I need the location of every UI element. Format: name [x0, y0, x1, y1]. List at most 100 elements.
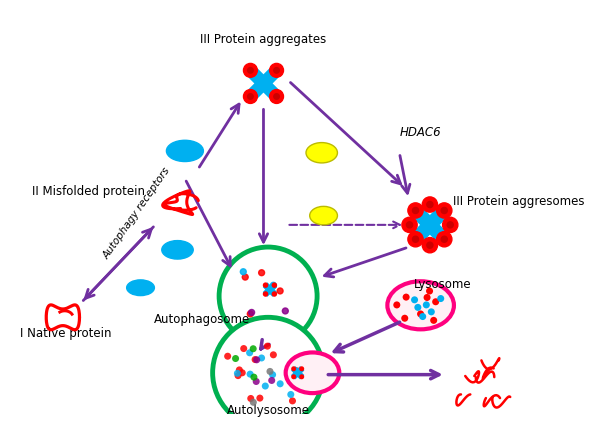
Circle shape	[291, 374, 296, 379]
Circle shape	[259, 270, 265, 276]
Circle shape	[422, 238, 437, 253]
Circle shape	[274, 94, 280, 99]
Circle shape	[427, 242, 433, 248]
Circle shape	[253, 378, 260, 385]
FancyBboxPatch shape	[248, 68, 278, 98]
Ellipse shape	[162, 241, 193, 259]
Circle shape	[412, 236, 419, 242]
Text: Autolysosome: Autolysosome	[227, 404, 310, 417]
Circle shape	[248, 94, 253, 99]
Circle shape	[417, 310, 424, 317]
Circle shape	[247, 395, 254, 402]
FancyBboxPatch shape	[263, 282, 277, 297]
Circle shape	[244, 63, 257, 77]
Circle shape	[277, 288, 283, 294]
Circle shape	[401, 315, 408, 322]
Text: Autophagosome: Autophagosome	[154, 313, 250, 326]
Circle shape	[244, 90, 257, 103]
Ellipse shape	[286, 352, 339, 393]
Circle shape	[447, 222, 453, 228]
Circle shape	[393, 301, 400, 308]
Circle shape	[411, 296, 418, 304]
Circle shape	[274, 68, 280, 73]
Circle shape	[299, 374, 304, 379]
Circle shape	[269, 90, 283, 103]
Ellipse shape	[310, 207, 337, 225]
Circle shape	[262, 382, 269, 390]
Circle shape	[289, 397, 296, 404]
Circle shape	[224, 353, 231, 360]
Circle shape	[239, 369, 246, 376]
Circle shape	[271, 282, 276, 288]
FancyBboxPatch shape	[413, 209, 446, 241]
Circle shape	[432, 298, 439, 305]
Circle shape	[247, 311, 253, 317]
Circle shape	[441, 207, 448, 213]
Ellipse shape	[388, 281, 454, 330]
Circle shape	[234, 370, 241, 377]
Circle shape	[242, 274, 248, 280]
Circle shape	[283, 308, 288, 314]
Circle shape	[269, 371, 276, 378]
FancyBboxPatch shape	[291, 366, 304, 379]
Circle shape	[256, 394, 263, 402]
Circle shape	[251, 356, 259, 363]
Circle shape	[240, 345, 247, 352]
Circle shape	[407, 222, 413, 228]
Circle shape	[403, 294, 410, 301]
Circle shape	[428, 308, 435, 315]
Circle shape	[423, 301, 430, 308]
Circle shape	[412, 207, 419, 213]
Circle shape	[424, 294, 431, 301]
Circle shape	[248, 68, 253, 73]
Circle shape	[266, 368, 274, 375]
Circle shape	[269, 63, 283, 77]
Circle shape	[402, 217, 417, 233]
FancyBboxPatch shape	[263, 282, 277, 297]
Circle shape	[415, 304, 421, 311]
Ellipse shape	[166, 140, 203, 162]
Circle shape	[427, 201, 433, 207]
Circle shape	[408, 203, 423, 218]
Circle shape	[241, 269, 246, 275]
Circle shape	[248, 310, 254, 315]
Circle shape	[443, 217, 458, 233]
Circle shape	[430, 317, 437, 324]
Circle shape	[253, 356, 260, 363]
Circle shape	[426, 288, 433, 294]
Circle shape	[236, 366, 243, 373]
Text: II Misfolded protein: II Misfolded protein	[32, 185, 145, 198]
Circle shape	[258, 355, 265, 362]
Text: HDAC6: HDAC6	[400, 126, 441, 139]
Circle shape	[272, 282, 277, 288]
Circle shape	[250, 399, 257, 406]
Circle shape	[247, 371, 254, 378]
Circle shape	[219, 247, 317, 345]
Circle shape	[272, 291, 277, 297]
Circle shape	[212, 317, 323, 428]
Circle shape	[408, 232, 423, 247]
Circle shape	[270, 351, 277, 359]
Ellipse shape	[306, 142, 337, 163]
FancyBboxPatch shape	[248, 68, 278, 98]
Text: Autophagy receptors: Autophagy receptors	[101, 165, 172, 261]
Circle shape	[299, 366, 304, 372]
Circle shape	[246, 349, 253, 356]
Circle shape	[268, 377, 275, 384]
Circle shape	[250, 345, 257, 352]
Circle shape	[422, 197, 437, 212]
Circle shape	[263, 282, 268, 288]
Circle shape	[437, 232, 452, 247]
Text: III Protein aggresomes: III Protein aggresomes	[453, 195, 584, 208]
Text: Lysosome: Lysosome	[414, 278, 472, 291]
Circle shape	[287, 391, 295, 398]
Text: III Protein aggregates: III Protein aggregates	[200, 33, 326, 46]
Circle shape	[264, 343, 271, 350]
Circle shape	[263, 291, 268, 297]
Circle shape	[441, 236, 448, 242]
Circle shape	[232, 355, 239, 362]
Circle shape	[291, 366, 296, 372]
Circle shape	[235, 372, 242, 379]
FancyBboxPatch shape	[413, 209, 446, 241]
Text: I Native protein: I Native protein	[20, 326, 112, 339]
